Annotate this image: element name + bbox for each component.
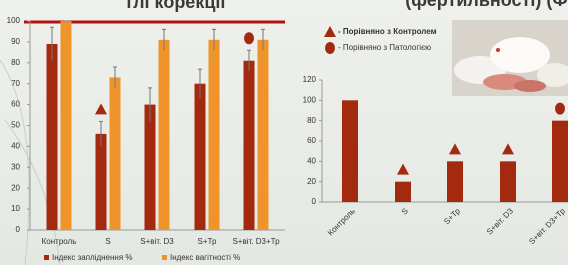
y-tick-label: 0 [312,197,317,206]
bar [195,84,206,230]
mice-photo [452,20,568,96]
bar [96,134,107,230]
bar [244,61,255,230]
legend-swatch [162,255,167,260]
y-tick-label: 100 [7,16,21,25]
chart-title: (фертильності) (ФІ) [405,0,568,10]
marker-circle [244,32,254,44]
y-tick-label: 40 [307,156,316,165]
legend-label: Індекс вагітності % [170,253,240,262]
x-tick-label: Контроль [326,207,357,238]
bar [342,100,358,202]
y-tick-label: 40 [11,142,20,151]
bar [395,182,411,202]
y-tick-label: 80 [307,116,316,125]
x-tick-label: S [400,207,410,217]
bar [209,40,220,230]
bar [61,21,72,230]
bar [447,161,463,202]
y-tick-label: 70 [11,79,20,88]
marker-triangle [449,143,461,154]
marker-triangle [397,164,409,175]
x-tick-label: S [105,237,110,246]
y-tick-label: 60 [307,136,316,145]
y-tick-label: 20 [307,177,316,186]
marker-circle [325,42,335,54]
y-tick-label: 0 [16,225,21,234]
chart-title: тлі корекції [125,0,227,12]
marker-triangle [502,143,514,154]
bar [110,77,121,230]
y-tick-label: 90 [11,37,20,46]
y-tick-label: 10 [11,204,20,213]
y-tick-label: 30 [11,162,20,171]
y-tick-label: 60 [11,100,20,109]
bar [47,44,58,230]
y-tick-label: 120 [303,75,317,84]
legend-label: Індекс запліднення % [52,253,133,262]
bar [159,40,170,230]
marker-triangle [95,103,107,114]
marker-circle [555,103,565,115]
y-tick-label: 50 [11,121,20,130]
x-tick-label: S+Тр [442,206,462,226]
x-tick-label: S+віт. D3+Тр [527,206,567,246]
y-tick-label: 80 [11,58,20,67]
marker-triangle [324,26,336,37]
bar [552,121,568,202]
y-tick-label: 20 [11,183,20,192]
legend-label: - Порівняно з Контролем [338,27,437,36]
slide: тлі корекції (фертильності) (ФІ) 0 10 20 30… [0,0,568,265]
x-tick-label: S+віт. D3 [140,237,174,246]
x-tick-label: S+віт. D3 [485,206,515,236]
x-tick-label: S+Тр [198,237,217,246]
bar [145,105,156,230]
x-tick-label: S+віт. D3+Тр [232,237,280,246]
legend-label: - Порівняно з Патологією [338,43,431,52]
legend-swatch [44,255,49,260]
bar [258,40,269,230]
bar [500,161,516,202]
y-tick-label: 100 [303,95,317,104]
x-tick-label: Контроль [42,237,77,246]
